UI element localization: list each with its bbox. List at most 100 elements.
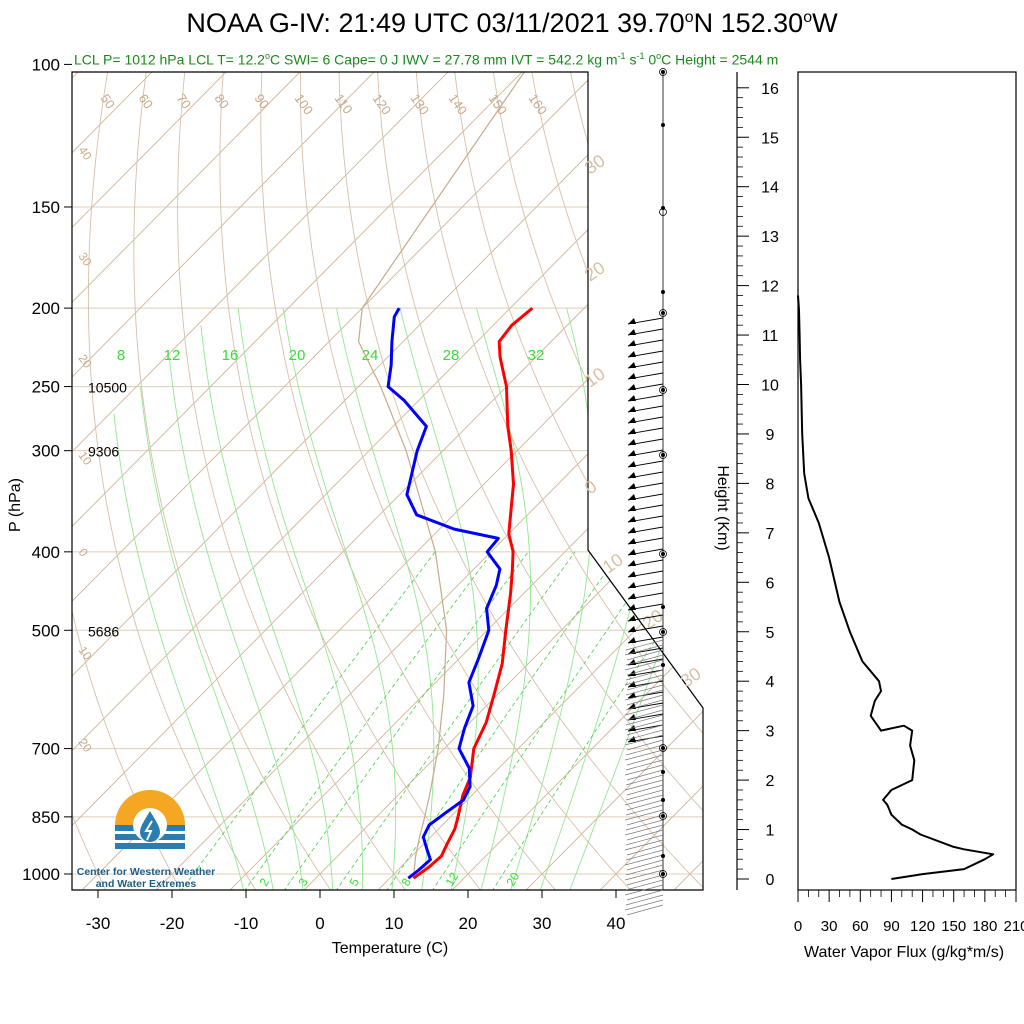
- wind-barb-light: [626, 754, 664, 766]
- mixing-ratio-line: [243, 551, 493, 890]
- wind-barb-light: [625, 729, 664, 741]
- dry-adiabat-label: 160: [526, 91, 551, 117]
- moist-adiabat-label: 20: [289, 347, 306, 364]
- calm-wind-circle: [659, 628, 667, 636]
- dry-adiabat-line: [260, 72, 557, 890]
- wind-barb-flag: [628, 538, 636, 544]
- wind-level-dot: [661, 770, 665, 774]
- isotherm-label-right: 20: [581, 257, 609, 285]
- pressure-tick-label: 150: [32, 198, 60, 217]
- wind-level-dot: [661, 605, 665, 609]
- logo-line-2: and Water Extremes: [95, 878, 197, 890]
- temperature-tick-label: -30: [86, 914, 111, 933]
- wind-level-dot: [661, 123, 665, 127]
- logo-line-1: Center for Western Weather: [76, 866, 216, 878]
- wind-barb-light: [624, 689, 664, 701]
- pressure-tick-label: 250: [32, 378, 60, 397]
- isotherm-line: [154, 72, 703, 890]
- wind-barb-light: [624, 659, 664, 671]
- wind-level-dot: [661, 453, 665, 457]
- flux-tick-label: 180: [972, 918, 997, 935]
- wind-barb-light: [624, 869, 664, 881]
- dry-adiabat-label: 150: [486, 91, 511, 117]
- wind-barb-light: [625, 714, 664, 726]
- wind-barb-flag: [628, 560, 636, 566]
- geopotential-height-label: 10500: [88, 380, 127, 396]
- wind-barb-light: [624, 884, 664, 896]
- wind-barb-flag: [628, 406, 636, 412]
- wind-barb-light: [626, 739, 664, 751]
- mixing-ratio-label: 12: [442, 870, 461, 889]
- dry-adiabat-label: 80: [212, 91, 233, 111]
- height-tick-label: 6: [766, 575, 775, 592]
- moist-adiabat-label: 28: [443, 347, 460, 364]
- dry-adiabat-label: 70: [174, 91, 195, 111]
- flux-tick-label: 120: [910, 918, 935, 935]
- wind-barb-light: [626, 664, 664, 676]
- wind-barb-light: [624, 704, 664, 716]
- mixing-ratio-label: 3: [295, 875, 311, 888]
- subtitle-degree-2: o: [656, 51, 662, 61]
- calm-wind-circle: [659, 550, 667, 558]
- mixing-ratio-line: [431, 551, 662, 890]
- dry-adiabat-line: [914, 64, 1024, 891]
- wind-barb-flag: [628, 604, 636, 610]
- wind-barb-light: [624, 644, 664, 656]
- wind-barb-flag: [628, 472, 636, 478]
- moist-adiabat-line: [568, 308, 703, 890]
- isotherm-line: [72, 72, 678, 890]
- height-tick-label: 3: [766, 724, 775, 741]
- height-tick-label: 0: [766, 872, 775, 889]
- wind-barb-light: [625, 654, 664, 666]
- sounding-summary: LCL P= 1012 hPa LCL T= 12.2oC SWI= 6 Cap…: [74, 51, 778, 68]
- dry-adiabat-label: 130: [408, 91, 433, 117]
- calm-wind-circle: [659, 386, 667, 394]
- wind-level-dot: [661, 798, 665, 802]
- dry-adiabat-line: [491, 72, 703, 890]
- pressure-tick-label: 850: [32, 808, 60, 827]
- wind-barb-light: [626, 799, 664, 811]
- cw3e-logo: [115, 790, 185, 849]
- wind-level-dot: [661, 854, 665, 858]
- mixing-ratio-line: [385, 551, 621, 890]
- isotherm-line: [72, 72, 530, 890]
- wind-level-dot: [661, 311, 665, 315]
- wind-barb-flag: [628, 450, 636, 456]
- isotherm-line: [450, 72, 703, 890]
- wind-barb-flag: [628, 527, 636, 533]
- dewpoint-profile: [386, 307, 502, 880]
- subtitle-lcl: LCL P= 1012 hPa LCL T= 12.2: [74, 51, 265, 68]
- wind-barb-light: [626, 709, 664, 721]
- moist-adiabat-line: [237, 308, 363, 890]
- wind-barb-flag: [628, 593, 636, 599]
- pressure-tick-label: 700: [32, 740, 60, 759]
- dry-adiabat-line: [177, 72, 407, 890]
- wind-barb-light: [626, 904, 664, 916]
- geopotential-height-label: 9306: [88, 444, 119, 460]
- calm-wind-circle: [659, 68, 667, 76]
- wind-barb-flag: [628, 571, 636, 577]
- moist-adiabat-line: [399, 307, 479, 890]
- chart-title: NOAA G-IV: 21:49 UTC 03/11/2021 39.70oN …: [0, 8, 1024, 39]
- moist-adiabat-line: [336, 308, 435, 890]
- wind-barb-flag: [628, 626, 636, 632]
- wind-level-dot: [661, 872, 665, 876]
- isotherm-label-right: 10: [599, 549, 627, 577]
- wind-barb-flag: [628, 483, 636, 489]
- wind-barb-light: [625, 804, 664, 816]
- logo-wave-3: [115, 843, 185, 849]
- dry-adiabat-line: [376, 72, 703, 890]
- height-tick-label: 12: [761, 279, 779, 296]
- logo-caption: Center for Western Weather and Water Ext…: [66, 866, 226, 890]
- title-main: NOAA G-IV: 21:49 UTC 03/11/2021 39.70: [186, 8, 685, 38]
- wind-barb-light: [625, 669, 664, 681]
- wind-barb-light: [624, 734, 664, 746]
- moist-adiabat-line: [200, 325, 334, 890]
- title-degree-lon: o: [803, 9, 813, 26]
- height-tick-label: 7: [766, 526, 775, 543]
- dry-adiabat-line: [338, 72, 703, 890]
- logo-bolt-icon: [144, 820, 153, 841]
- skewt-border: [71, 71, 704, 891]
- subtitle-exp-m: -1: [617, 51, 626, 61]
